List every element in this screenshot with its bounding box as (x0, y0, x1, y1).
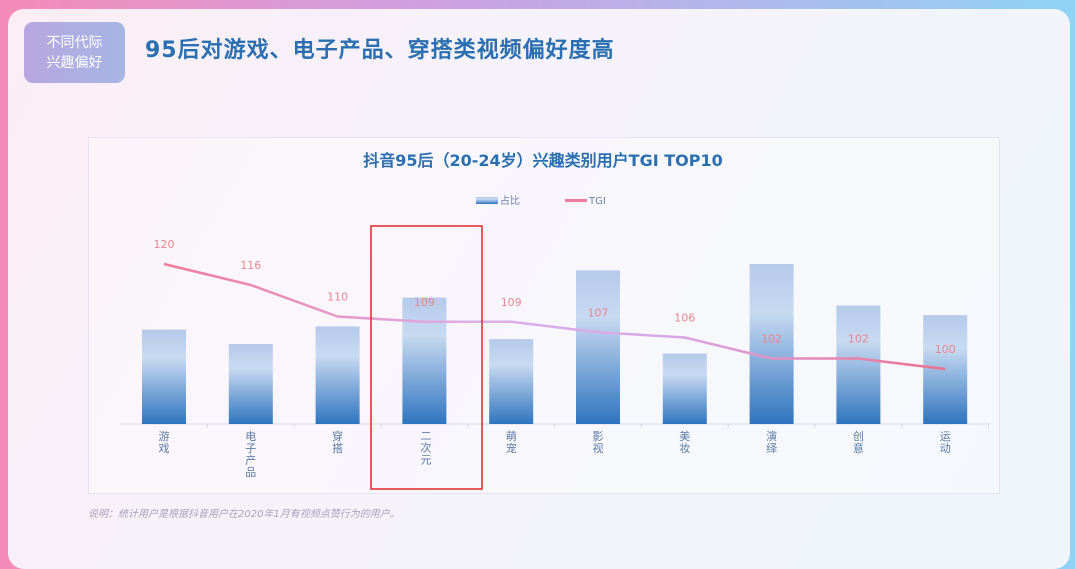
tgi-data-label: 107 (588, 306, 609, 319)
x-tick-label-highlighted: 二次元 (418, 430, 432, 466)
bar-运动 (923, 315, 967, 424)
legend-bar-label: 占比 (500, 194, 520, 207)
legend-line-swatch (565, 199, 587, 202)
bar-穿搭 (316, 326, 360, 424)
tgi-data-label: 116 (240, 259, 261, 272)
tgi-data-label: 109 (501, 296, 522, 309)
bar-二次元 (402, 298, 446, 424)
x-tick-label: 产 (245, 453, 256, 467)
tgi-data-label: 102 (848, 333, 869, 346)
x-tick-label: 戏 (159, 442, 170, 455)
x-tick-label: 意 (853, 441, 864, 455)
x-tick-label: 绎 (766, 442, 777, 455)
x-tick-label: 演 (766, 429, 777, 443)
x-tick-label: 搭 (332, 442, 343, 455)
x-tick-label: 视 (593, 441, 604, 455)
tgi-data-label: 120 (154, 238, 175, 251)
legend: 占比 TGI (476, 194, 606, 207)
tgi-data-label: 102 (761, 333, 782, 346)
legend-line-label: TGI (588, 196, 606, 207)
bar-创意 (836, 306, 880, 424)
tgi-data-label: 100 (935, 343, 956, 356)
tgi-data-label: 106 (674, 312, 695, 325)
x-tick-label: 妆 (679, 442, 690, 455)
x-tick-label: 穿 (332, 429, 343, 443)
tgi-data-label: 110 (327, 291, 348, 304)
chart-title: 抖音95后（20-24岁）兴趣类别用户TGI TOP10 (363, 151, 723, 170)
bar-电子产品 (229, 344, 273, 424)
chart: 抖音95后（20-24岁）兴趣类别用户TGI TOP10 占比 TGI 120 1… (0, 0, 1075, 550)
bar-萌宠 (489, 339, 533, 424)
legend-bar-swatch (476, 197, 498, 204)
footnote: 说明：统计用户是根据抖音用户在2020年1月有视频点赞行为的用户。 (88, 505, 400, 520)
x-tick-label: 萌 (506, 429, 517, 443)
tgi-data-label: 109 (414, 296, 435, 309)
x-tick-label: 动 (940, 442, 951, 455)
tgi-line (164, 264, 945, 369)
bar-影视 (576, 270, 620, 424)
x-tick-label: 宠 (506, 441, 517, 455)
bar-游戏 (142, 330, 186, 424)
x-tick-label: 品 (245, 466, 256, 479)
bar-美妆 (663, 354, 707, 424)
